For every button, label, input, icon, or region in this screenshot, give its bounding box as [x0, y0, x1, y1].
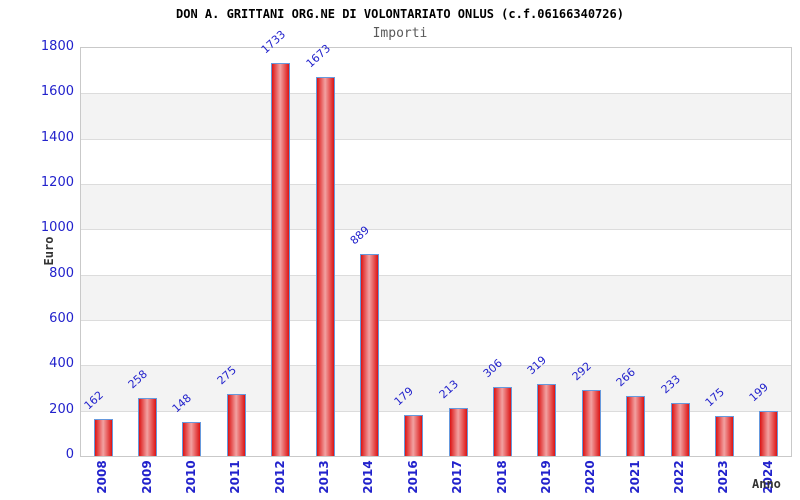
- bar-2014: [359, 254, 379, 456]
- y-tick-label: 0: [65, 447, 74, 462]
- x-axis-title: Anno: [752, 477, 781, 491]
- bar-2012: [271, 63, 291, 456]
- gridline: [81, 320, 791, 321]
- y-tick-label: 800: [49, 265, 74, 281]
- y-tick-label: 600: [49, 311, 74, 326]
- plot-band: [81, 93, 791, 139]
- gridline: [81, 410, 791, 412]
- y-tick-label: 400: [49, 356, 74, 372]
- x-tick-label: 2010: [183, 460, 198, 494]
- x-tick-label: 2023: [716, 460, 731, 494]
- y-tick-label: 200: [49, 401, 74, 417]
- y-tick-label: 1000: [40, 220, 74, 236]
- bar-2017: [448, 407, 468, 456]
- x-tick-label: 2014: [361, 460, 376, 494]
- bar-2009: [138, 397, 158, 456]
- bar-2019: [537, 383, 557, 456]
- x-tick-label: 2013: [317, 460, 332, 494]
- x-tick-label: 2016: [405, 460, 420, 494]
- x-tick-label: 2008: [95, 460, 110, 494]
- y-tick-label: 1600: [40, 84, 74, 100]
- bar-2018: [493, 386, 513, 456]
- gridline: [81, 365, 791, 367]
- plot-band: [81, 48, 791, 94]
- plot-band: [81, 184, 791, 230]
- y-tick-label: 1800: [40, 39, 74, 54]
- x-tick-label: 2017: [450, 460, 465, 494]
- x-tick-label: 2012: [272, 460, 287, 494]
- gridline: [81, 93, 791, 95]
- bar-2013: [315, 76, 335, 456]
- bar-2011: [226, 393, 246, 456]
- bar-2016: [404, 415, 424, 456]
- chart-title: DON A. GRITTANI ORG.NE DI VOLONTARIATO O…: [176, 7, 624, 21]
- gridline: [81, 184, 791, 185]
- gridline: [81, 138, 791, 140]
- plot-band: [81, 320, 791, 366]
- plot-band: [81, 274, 791, 320]
- y-tick-label: 1200: [40, 175, 74, 190]
- y-tick-label: 1400: [40, 129, 74, 145]
- gridline: [81, 274, 791, 276]
- bar-2022: [670, 403, 690, 456]
- bar-2008: [93, 419, 113, 456]
- plot-band: [81, 365, 791, 411]
- chart-subtitle: Importi: [372, 26, 428, 41]
- x-tick-label: 2021: [627, 460, 642, 494]
- bar-2024: [759, 410, 779, 456]
- x-tick-label: 2009: [139, 460, 154, 494]
- bar-2020: [581, 389, 601, 456]
- gridline: [81, 229, 791, 231]
- x-tick-label: 2022: [672, 460, 687, 494]
- plot-band: [81, 138, 791, 184]
- x-tick-label: 2019: [538, 460, 553, 494]
- x-tick-label: 2011: [228, 460, 243, 494]
- bar-2010: [182, 422, 202, 456]
- x-tick-label: 2018: [494, 460, 509, 494]
- plot-band: [81, 229, 791, 275]
- bar-2023: [714, 416, 734, 456]
- plot-area: [80, 47, 792, 457]
- bar-2021: [626, 395, 646, 456]
- x-tick-label: 2020: [583, 460, 598, 494]
